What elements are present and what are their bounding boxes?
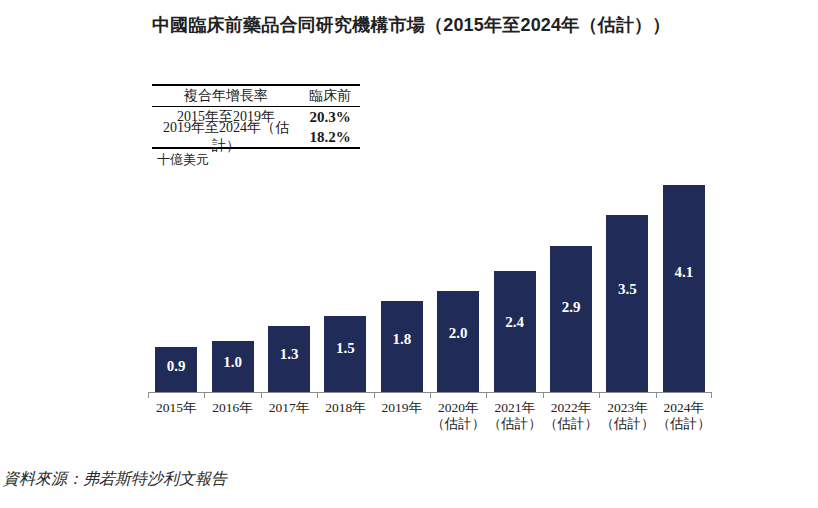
cagr-table: 複合年增長率 臨床前 2015年至2019年 20.3% 2019年至2024年… [152, 84, 360, 149]
bar-value-label: 2.9 [550, 299, 592, 316]
bar-2020年: 2.0 [437, 291, 479, 392]
x-axis-label-line: 2017年 [261, 400, 317, 416]
bar-2024年: 4.1 [663, 185, 705, 392]
cagr-header-segment: 臨床前 [300, 87, 360, 105]
x-axis-label-line: 2015年 [148, 400, 204, 416]
cagr-value-2019-2024: 18.2% [300, 129, 360, 146]
x-axis-label-line: 2024年 [656, 400, 712, 416]
bar-value-label: 1.0 [212, 354, 254, 371]
bar-2015年: 0.9 [155, 347, 197, 392]
x-axis-label-line: （估計） [543, 416, 599, 432]
x-axis-label: 2020年（估計） [430, 400, 486, 432]
bar-cell: 0.9 [148, 180, 204, 392]
bar-cell: 1.3 [261, 180, 317, 392]
chart-title: 中國臨床前藥品合同研究機構市場（2015年至2024年（估計）） [152, 13, 752, 37]
x-axis-label: 2022年（估計） [543, 400, 599, 432]
source-note: 資料來源：弗若斯特沙利文報告 [3, 469, 227, 490]
bar-2017年: 1.3 [268, 326, 310, 392]
x-axis-label-line: 2018年 [317, 400, 373, 416]
x-axis-label-line: （估計） [486, 416, 542, 432]
bar-2016年: 1.0 [212, 341, 254, 392]
x-axis-label-line: 2019年 [374, 400, 430, 416]
x-axis-label: 2018年 [317, 400, 373, 432]
bar-2019年: 1.8 [381, 301, 423, 392]
bar-value-label: 4.1 [663, 263, 705, 280]
x-axis-labels-row: 2015年2016年2017年2018年2019年2020年（估計）2021年（… [148, 400, 712, 432]
cagr-value-2015-2019: 20.3% [300, 109, 360, 126]
bar-chart-plot-area: 0.9 1.0 1.3 1.5 1.8 2.0 2.4 2.9 3.5 4.1 [148, 180, 712, 393]
bar-value-label: 2.4 [494, 313, 536, 330]
bar-cell: 1.0 [204, 180, 260, 392]
x-axis-label: 2015年 [148, 400, 204, 432]
axis-tick [374, 393, 375, 398]
axis-tick [204, 393, 205, 398]
axis-tick [317, 393, 318, 398]
bar-value-label: 1.5 [324, 339, 366, 356]
axis-tick [543, 393, 544, 398]
x-axis-label-line: 2016年 [204, 400, 260, 416]
cagr-table-header-row: 複合年增長率 臨床前 [152, 86, 360, 107]
x-axis-label-line: 2021年 [486, 400, 542, 416]
cagr-table-row: 2019年至2024年（估計） 18.2% [152, 127, 360, 147]
bar-cell: 2.9 [543, 180, 599, 392]
x-axis-label-line: （估計） [599, 416, 655, 432]
bar-cell: 1.5 [317, 180, 373, 392]
bar-value-label: 1.8 [381, 331, 423, 348]
axis-tick [656, 393, 657, 398]
bar-2018年: 1.5 [324, 316, 366, 392]
bar-cell: 3.5 [599, 180, 655, 392]
bar-cell: 2.0 [430, 180, 486, 392]
cagr-period-2019-2024: 2019年至2024年（估計） [152, 119, 300, 155]
x-axis-label: 2016年 [204, 400, 260, 432]
axis-tick [711, 393, 712, 398]
x-axis-label: 2024年（估計） [656, 400, 712, 432]
x-axis-label-line: （估計） [430, 416, 486, 432]
bar-value-label: 3.5 [606, 281, 648, 298]
report-page: 中國臨床前藥品合同研究機構市場（2015年至2024年（估計）） 複合年增長率 … [0, 0, 818, 508]
bar-value-label: 1.3 [268, 345, 310, 362]
cagr-header-metric: 複合年增長率 [152, 87, 300, 105]
bar-2023年: 3.5 [606, 215, 648, 392]
bar-cell: 4.1 [656, 180, 712, 392]
bar-value-label: 2.0 [437, 325, 479, 342]
x-axis-label-line: （估計） [656, 416, 712, 432]
x-axis-label-line: 2022年 [543, 400, 599, 416]
bar-2022年: 2.9 [550, 246, 592, 392]
axis-tick [148, 393, 149, 398]
x-axis-label-line: 2020年 [430, 400, 486, 416]
bar-value-label: 0.9 [155, 357, 197, 374]
bar-cell: 2.4 [486, 180, 542, 392]
x-axis-label: 2019年 [374, 400, 430, 432]
axis-tick [430, 393, 431, 398]
y-axis-unit-label: 十億美元 [157, 151, 209, 169]
axis-tick [486, 393, 487, 398]
x-axis-label-line: 2023年 [599, 400, 655, 416]
axis-tick [261, 393, 262, 398]
bars-row: 0.9 1.0 1.3 1.5 1.8 2.0 2.4 2.9 3.5 4.1 [148, 180, 712, 392]
bar-2021年: 2.4 [494, 271, 536, 392]
bar-cell: 1.8 [374, 180, 430, 392]
axis-tick [599, 393, 600, 398]
x-axis-label: 2017年 [261, 400, 317, 432]
x-axis-label: 2023年（估計） [599, 400, 655, 432]
x-axis-label: 2021年（估計） [486, 400, 542, 432]
